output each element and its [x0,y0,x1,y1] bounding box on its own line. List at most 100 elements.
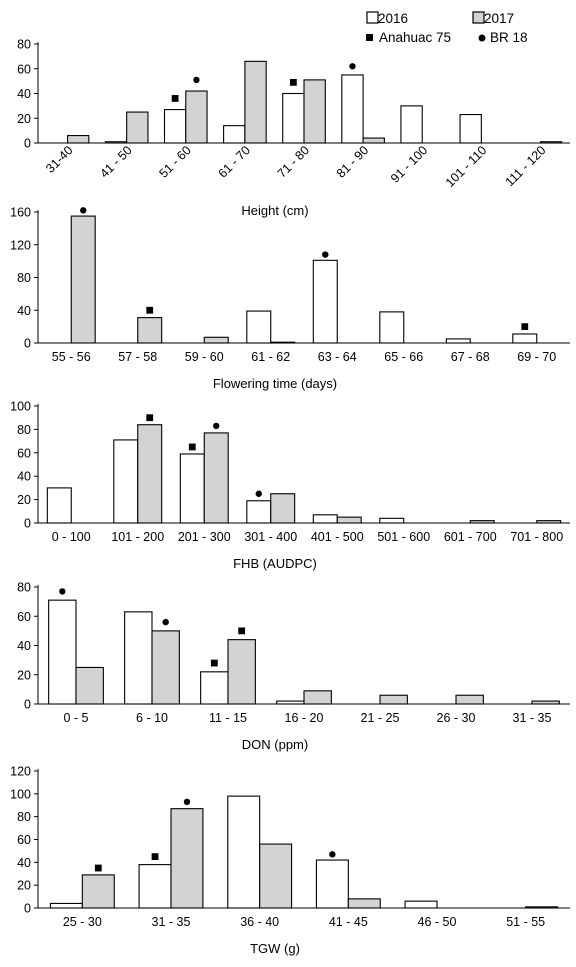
x-tick-label: 16 - 20 [285,711,324,725]
marker-anahuac75-69-70 [521,323,529,331]
x-tick-label: 81 - 90 [334,143,371,180]
legend-marker-br18 [478,34,486,42]
marker-anahuac75-11-15 [210,659,218,667]
y-tick-label: 80 [17,423,31,437]
x-tick-label: 701 - 800 [510,530,563,544]
y-tick-label: 80 [17,38,31,52]
bar-2017-401-500 [336,516,362,524]
bar-2016-36-40 [227,795,261,909]
legend-label-anahuac75: Anahuac 75 [379,30,451,45]
bar-2017-31-40 [67,135,90,144]
x-tick-label: 41 - 50 [97,143,134,180]
y-tick-label: 20 [17,879,31,893]
y-tick-label: 0 [24,902,31,916]
x-tick-label: 21 - 25 [361,711,400,725]
x-tick-label: 31 - 35 [513,711,552,725]
bar-2016-63-64 [312,259,338,344]
bar-2017-61-70 [244,60,267,144]
x-tick-label: 111 - 120 [503,143,549,189]
x-tick-label: 401 - 500 [311,530,364,544]
x-tick-label: 11 - 15 [209,711,247,725]
x-tick-label: 59 - 60 [185,350,224,364]
marker-anahuac75-71-80 [289,78,297,86]
x-tick-label: 25 - 30 [63,915,102,929]
bar-2017-6-10 [151,630,180,705]
y-tick-label: 160 [10,206,31,220]
marker-br18-301-400 [255,490,262,497]
legend-label-2016: 2016 [378,11,408,26]
bar-2016-6-10 [124,611,153,705]
y-tick-label: 40 [17,639,31,653]
x-tick-label: 61 - 62 [251,350,290,364]
bar-2016-201-300 [179,453,205,524]
x-tick-label: 65 - 66 [384,350,423,364]
marker-anahuac75-201-300 [188,443,196,451]
x-axis-title: Flowering time (days) [213,376,337,391]
x-tick-label: 31 - 35 [152,915,191,929]
legend-label-br18: BR 18 [490,30,528,45]
bar-2016-81-90 [341,74,364,144]
bar-2016-401-500 [312,514,338,524]
bar-2016-51-60 [163,109,187,144]
bar-2017-101-200 [137,424,163,524]
bar-2017-11-15 [227,639,256,705]
x-axis-title: DON (ppm) [242,737,308,752]
bar-2017-51-60 [185,90,208,144]
x-tick-label: 63 - 64 [318,350,357,364]
bar-2017-31-35 [170,808,204,909]
bar-2016-301-400 [246,500,272,524]
marker-br18-0-5 [59,588,66,595]
legend-swatch-2016 [366,11,379,24]
y-tick-label: 100 [10,400,31,414]
marker-anahuac75-11-15 [238,627,246,635]
bar-2016-91-100 [400,105,423,144]
bar-2017-0-5 [75,666,104,705]
y-tick-label: 120 [10,765,31,779]
x-tick-label: 31-40 [43,143,76,176]
bar-2016-101-200 [113,439,139,524]
x-tick-label: 51 - 55 [506,915,545,929]
bar-2016-61-62 [246,310,272,344]
bar-2016-0-100 [46,487,72,524]
x-tick-label: 36 - 40 [240,915,279,929]
x-tick-label: 46 - 50 [418,915,457,929]
y-tick-label: 80 [17,581,31,595]
x-tick-label: 51 - 60 [156,143,193,180]
bar-2017-57-58 [137,317,163,344]
chart-1: 0 20 40 60 80 31-40 41 - 50 51 - 60 61 - 70 71 - … [17,38,570,218]
marker-anahuac75-57-58 [146,306,154,314]
legend-marker-anahuac75 [366,34,373,41]
marker-anahuac75-101-200 [146,414,154,422]
y-tick-label: 120 [10,238,31,252]
bar-2017-71-80 [303,79,326,144]
marker-br18-51-60 [193,76,200,84]
marker-br18-201-300 [213,422,220,430]
bar-2017-41-45 [347,898,381,909]
y-tick-label: 20 [17,668,31,682]
y-tick-label: 40 [17,856,31,870]
marker-br18-63-64 [322,251,329,258]
x-tick-label: 201 - 300 [178,530,231,544]
legend: 2016 2017 Anahuac 75 BR 18 [366,11,528,45]
marker-anahuac75-25-30 [94,864,102,872]
x-tick-label: 101 - 200 [111,530,164,544]
marker-br18-31-35 [183,798,191,806]
bar-2017-201-300 [203,432,229,524]
bar-2016-25-30 [49,902,83,909]
bar-2016-41-45 [315,859,349,909]
bar-2017-16-20 [303,690,332,705]
x-axis-title: TGW (g) [250,941,300,956]
bar-2016-101-110 [459,113,482,144]
bar-2016-0-5 [48,599,77,705]
y-tick-label: 60 [17,62,31,76]
legend-swatch-2017 [472,11,485,24]
legend-label-2017: 2017 [484,11,514,26]
bar-2017-36-40 [259,843,293,909]
x-tick-label: 57 - 58 [118,350,157,364]
x-tick-label: 61 - 70 [216,143,253,180]
bar-2016-61-70 [223,125,246,144]
marker-anahuac75-51-60 [171,95,179,102]
y-tick-label: 60 [17,446,31,460]
bar-2016-31-35 [138,864,172,909]
x-axis-title: Height (cm) [241,203,308,218]
